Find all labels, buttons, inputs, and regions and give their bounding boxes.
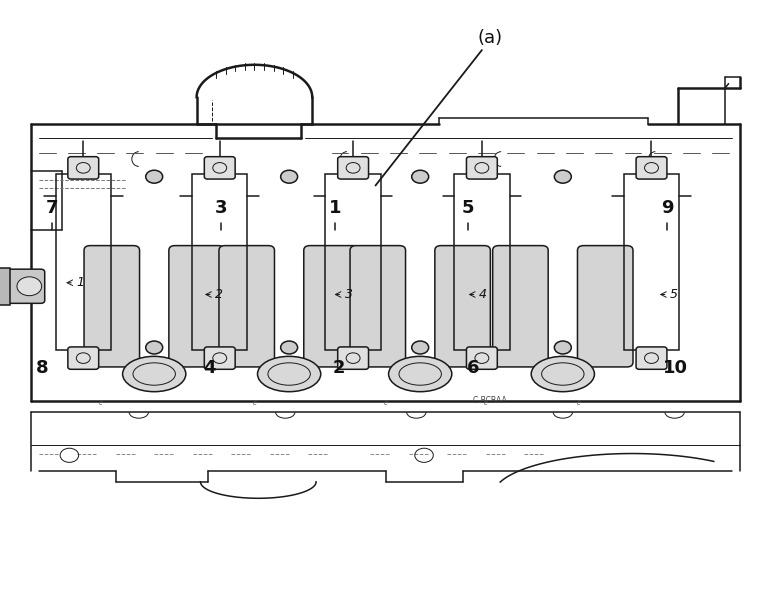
FancyBboxPatch shape [466,347,497,369]
FancyBboxPatch shape [577,246,633,367]
Ellipse shape [146,170,163,183]
FancyBboxPatch shape [68,157,99,179]
Ellipse shape [258,356,321,392]
Text: 1: 1 [329,199,342,217]
Circle shape [17,277,42,296]
FancyBboxPatch shape [435,246,490,367]
FancyBboxPatch shape [636,157,667,179]
FancyBboxPatch shape [84,246,140,367]
Text: c: c [383,401,388,406]
Ellipse shape [554,170,571,183]
Text: c: c [576,401,581,406]
Text: 2: 2 [333,359,345,377]
FancyBboxPatch shape [636,347,667,369]
FancyBboxPatch shape [169,246,224,367]
Ellipse shape [554,341,571,354]
FancyBboxPatch shape [338,157,369,179]
Text: 5: 5 [670,288,678,301]
Ellipse shape [389,356,452,392]
Text: c: c [483,401,488,406]
Ellipse shape [412,341,429,354]
FancyBboxPatch shape [204,347,235,369]
Text: 3: 3 [345,288,352,301]
FancyBboxPatch shape [0,268,10,305]
FancyBboxPatch shape [338,347,369,369]
Text: 10: 10 [663,359,688,377]
FancyBboxPatch shape [350,246,406,367]
Ellipse shape [146,341,163,354]
Ellipse shape [412,170,429,183]
Ellipse shape [281,170,298,183]
Text: (a): (a) [477,29,502,47]
Text: 5: 5 [462,199,474,217]
Text: 7: 7 [46,199,59,217]
Text: 1: 1 [76,276,84,289]
FancyBboxPatch shape [304,246,359,367]
Text: c: c [98,401,103,406]
FancyBboxPatch shape [466,157,497,179]
Ellipse shape [123,356,186,392]
Text: 4: 4 [204,359,216,377]
Text: C BCBAA: C BCBAA [473,396,507,405]
FancyBboxPatch shape [219,246,274,367]
Text: 4: 4 [479,288,487,301]
FancyBboxPatch shape [68,347,99,369]
Ellipse shape [281,341,298,354]
Text: 2: 2 [215,288,223,301]
Text: 6: 6 [467,359,480,377]
FancyBboxPatch shape [0,269,45,303]
Text: c: c [252,401,257,406]
FancyBboxPatch shape [204,157,235,179]
FancyBboxPatch shape [493,246,548,367]
Text: 3: 3 [215,199,227,217]
Ellipse shape [531,356,594,392]
Text: 9: 9 [661,199,673,217]
Text: 8: 8 [36,359,49,377]
